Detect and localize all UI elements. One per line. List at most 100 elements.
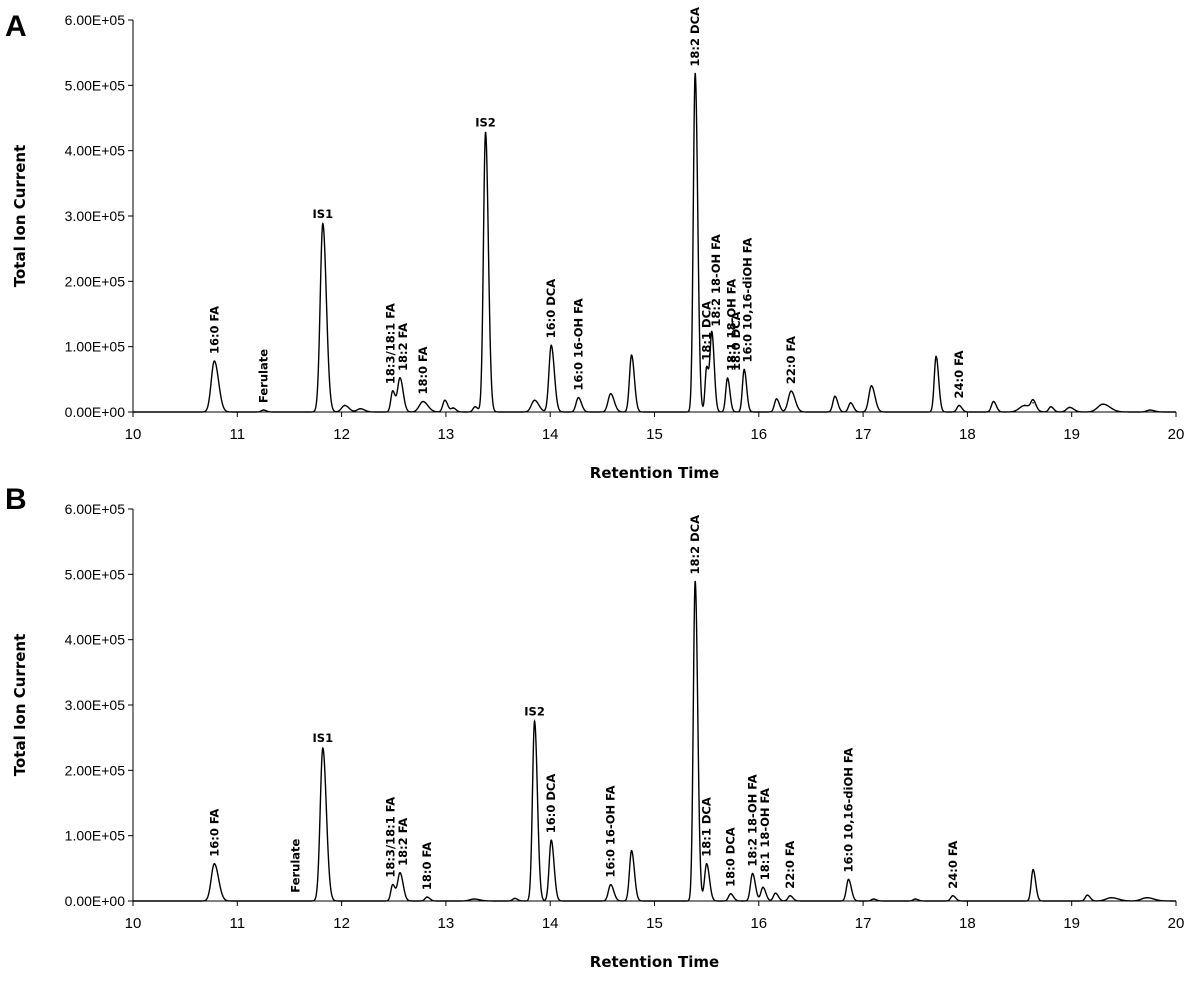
peak-apex (711, 332, 713, 335)
x-tick-label: 19 (1063, 915, 1080, 932)
y-tick-label: 5.00E+05 (65, 566, 126, 582)
peak-apex (422, 400, 424, 403)
peak-label: 18:1 18-OH FA (725, 279, 739, 371)
peak-label: 18:1 DCA (700, 797, 714, 857)
y-axis-title: Total Ion Current (11, 634, 29, 777)
peak-apex (262, 409, 265, 411)
peak-apex (399, 377, 401, 379)
peak-label: 22:0 FA (783, 841, 797, 889)
x-tick-label: 20 (1168, 915, 1185, 932)
x-tick-label: 17 (855, 426, 872, 443)
peak-apex (609, 392, 612, 395)
peak-apex (992, 400, 995, 403)
peak-label: IS1 (313, 731, 334, 745)
peak-apex (444, 399, 446, 402)
y-tick-label: 0.00E+00 (65, 893, 126, 909)
peak-apex (1149, 409, 1151, 411)
peak-apex (872, 898, 875, 900)
peak-apex (914, 898, 917, 900)
y-tick-label: 1.00E+05 (65, 339, 126, 355)
peak-label: 16:0 DCA (544, 279, 558, 339)
peak-label: 16:0 FA (207, 809, 221, 857)
x-tick-label: 18 (959, 426, 976, 443)
x-axis-title: Retention Time (590, 953, 719, 971)
x-tick-label: 16 (750, 915, 767, 932)
peak-apex (533, 720, 536, 723)
peak-apex (743, 368, 745, 371)
peak-label: 22:0 FA (784, 336, 798, 384)
peak-label: IS2 (524, 704, 545, 718)
peak-apex (630, 849, 633, 852)
peak-apex (399, 872, 401, 874)
peak-apex (322, 747, 324, 749)
peak-apex (834, 395, 836, 398)
peak-apex (343, 404, 346, 407)
peak-apex (789, 894, 791, 897)
peak-label: 24:0 FA (946, 841, 960, 889)
chart-panel-b: B 0.00E+00 1.00E+05 2.00E+05 3.00E+05 4.00E+0… (5, 483, 1184, 971)
peak-label: 18:2 DCA (688, 7, 702, 67)
peak-label: 18:2 18-OH FA (709, 234, 723, 326)
x-tick-label: 18 (959, 915, 976, 932)
x-tick-label: 16 (750, 426, 767, 443)
peak-apex (1110, 896, 1113, 899)
peak-label: IS1 (313, 207, 334, 221)
peak-apex (751, 872, 754, 875)
peak-apex (484, 131, 487, 134)
peak-apex (533, 399, 536, 402)
panel-letter: B (5, 483, 27, 516)
peak-label: 18:2 DCA (688, 515, 702, 575)
peak-label: 18:2 FA (396, 323, 410, 371)
peak-apex (870, 385, 873, 387)
peak-apex (729, 893, 732, 895)
peak-label: IS2 (475, 115, 496, 129)
peak-apex (705, 862, 708, 865)
peak-apex (359, 407, 362, 410)
peak-apex (1102, 403, 1104, 405)
y-axis-title: Total Ion Current (11, 145, 29, 288)
x-tick-label: 12 (333, 426, 350, 443)
peak-label: 18:1 DCA (700, 301, 714, 361)
peak-apex (1032, 402, 1034, 404)
x-tick-label: 13 (438, 426, 455, 443)
peak-label: 16:0 DCA (544, 774, 558, 834)
peak-label: 16:0 FA (207, 306, 221, 354)
peak-apex (391, 390, 394, 392)
peak-apex (790, 390, 792, 392)
peak-label: 18:0 FA (416, 346, 430, 394)
peak-apex (609, 883, 612, 886)
peak-apex (849, 402, 852, 404)
peak-apex (958, 404, 960, 407)
peak-label: 18:3/18:1 FA (384, 797, 398, 878)
peak-apex (762, 886, 764, 889)
peak-apex (1050, 405, 1052, 408)
x-tick-label: 15 (646, 426, 663, 443)
peak-apex (774, 892, 777, 894)
x-axis-title: Retention Time (590, 464, 719, 482)
y-tick-label: 4.00E+05 (65, 143, 126, 159)
y-tick-label: 1.00E+05 (65, 828, 126, 844)
y-tick-label: 6.00E+05 (65, 12, 126, 28)
peak-apex (391, 883, 394, 886)
y-tick-label: 3.00E+05 (65, 697, 126, 713)
x-tick-label: 13 (438, 915, 455, 932)
peak-apex (847, 878, 850, 881)
x-tick-label: 10 (125, 915, 142, 932)
peak-apex (452, 407, 455, 409)
peak-label: 16:0 10,16-diOH FA (841, 748, 855, 873)
peak-apex (694, 580, 696, 583)
peak-label: 16:0 16-OH FA (604, 785, 618, 877)
x-tick-label: 15 (646, 915, 663, 932)
y-tick-label: 2.00E+05 (65, 762, 126, 778)
peak-apex (775, 398, 778, 400)
peak-label: Ferulate (289, 838, 303, 892)
peak-apex (630, 354, 633, 356)
peak-label: 24:0 FA (952, 350, 966, 398)
peak-apex (935, 355, 937, 358)
x-tick-label: 20 (1168, 426, 1185, 443)
peak-apex (213, 360, 216, 362)
peak-apex (213, 862, 216, 865)
peak-label: 18:0 DCA (729, 311, 743, 371)
y-tick-label: 6.00E+05 (65, 501, 126, 517)
